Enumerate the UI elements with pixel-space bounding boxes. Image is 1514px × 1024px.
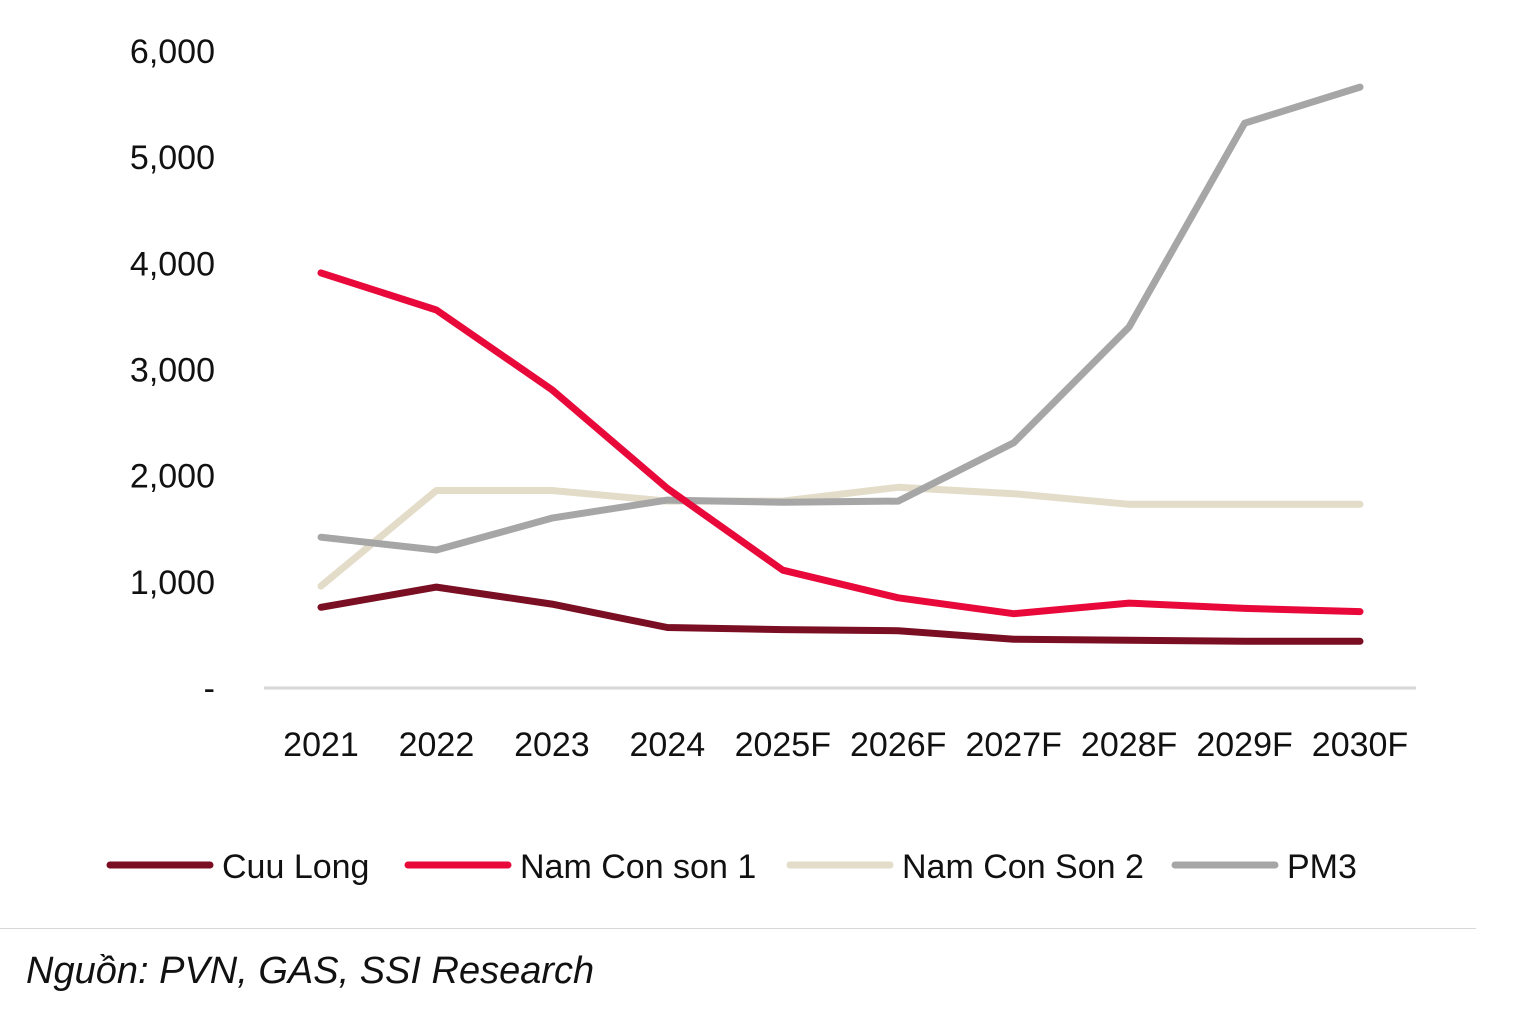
footer-divider <box>0 928 1476 929</box>
x-tick-label-2030f: 2030F <box>1312 726 1408 764</box>
legend-label-cuu-long: Cuu Long <box>222 848 369 886</box>
y-tick-label-4000: 4,000 <box>130 245 215 283</box>
y-tick-label-3000: 3,000 <box>130 352 215 390</box>
y-tick-label-1000: 1,000 <box>130 564 215 602</box>
x-tick-label-2026f: 2026F <box>850 726 946 764</box>
y-axis-tick-labels: - 1,000 2,000 3,000 4,000 5,000 6,000 <box>130 33 215 708</box>
series-line-nam-con-son-1 <box>317 269 1364 618</box>
x-tick-label-2028f: 2028F <box>1081 726 1177 764</box>
series-line-pm3 <box>317 83 1364 554</box>
series-line-nam-con-son-2 <box>317 483 1364 590</box>
x-tick-label-2023: 2023 <box>514 726 590 764</box>
y-tick-label-5000: 5,000 <box>130 139 215 177</box>
series-line-cuu-long <box>317 583 1364 645</box>
y-tick-label-6000: 6,000 <box>130 33 215 71</box>
legend: Cuu Long Nam Con son 1 Nam Con Son 2 PM3 <box>106 848 1357 886</box>
x-tick-label-2027f: 2027F <box>965 726 1061 764</box>
legend-label-nam-con-son-1: Nam Con son 1 <box>520 848 756 886</box>
x-tick-label-2029f: 2029F <box>1196 726 1292 764</box>
x-tick-label-2022: 2022 <box>399 726 475 764</box>
y-tick-label-2000: 2,000 <box>130 458 215 496</box>
line-chart: - 1,000 2,000 3,000 4,000 5,000 6,000 2021 2022… <box>106 33 1416 886</box>
legend-label-pm3: PM3 <box>1287 848 1357 886</box>
x-tick-label-2024: 2024 <box>630 726 706 764</box>
x-tick-label-2021: 2021 <box>283 726 359 764</box>
y-tick-label-0: - <box>204 670 215 708</box>
x-axis-tick-labels: 2021 2022 2023 2024 2025F 2026F 2027F 2028F 2029… <box>283 726 1408 764</box>
legend-label-nam-con-son-2: Nam Con Son 2 <box>902 848 1144 886</box>
source-note: Nguồn: PVN, GAS, SSI Research <box>26 950 595 992</box>
series-lines <box>317 83 1364 645</box>
x-tick-label-2025f: 2025F <box>735 726 831 764</box>
